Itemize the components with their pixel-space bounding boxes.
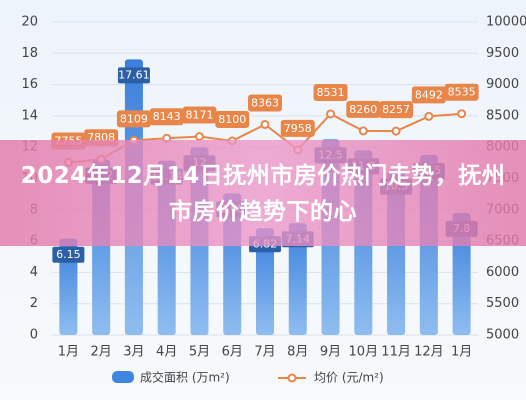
line-point [457, 109, 467, 119]
point-label-bg [444, 83, 479, 101]
point-label: 8531 [317, 86, 345, 99]
point-label-bg [149, 108, 184, 126]
y2-tick-label: 6000 [486, 265, 519, 280]
x-tick-label: 11月 [381, 345, 411, 360]
point-label-bg [313, 83, 348, 101]
point-label-bg [346, 100, 381, 118]
point-label-bg [379, 101, 414, 119]
y-tick-label: 4 [30, 265, 38, 280]
legend-label: 均价 (元/m²) [314, 371, 384, 385]
y2-tick-label: 8500 [486, 108, 519, 123]
x-tick-label: 12月 [414, 345, 444, 360]
line-point [358, 126, 368, 136]
y-tick-label: 16 [21, 77, 38, 92]
x-tick-label: 2月 [91, 345, 112, 360]
legend-label: 成交面积 (万m²) [140, 370, 230, 385]
point-label: 8100 [218, 113, 246, 126]
legend-swatch [287, 373, 297, 383]
x-tick-label: 3月 [123, 345, 144, 360]
x-tick-label: 5月 [189, 345, 210, 360]
y-tick-label: 18 [21, 46, 38, 61]
x-tick-label: 1月 [58, 345, 79, 360]
x-tick-label: 6月 [222, 345, 243, 360]
bar-label: 17.61 [118, 68, 150, 81]
y2-tick-label: 9000 [486, 77, 519, 92]
y2-tick-label: 10000 [486, 15, 526, 30]
line-point [194, 131, 204, 141]
point-label-bg [116, 110, 151, 128]
line-point [260, 119, 270, 129]
x-tick-label: 1月 [451, 345, 472, 360]
y-tick-label: 0 [30, 328, 38, 343]
point-label: 8535 [448, 86, 476, 99]
x-tick-label: 9月 [320, 345, 341, 360]
point-label-bg [280, 119, 315, 137]
point-label-bg [411, 86, 446, 104]
legend-swatch [112, 371, 134, 383]
point-label: 8363 [251, 96, 279, 109]
line-point [326, 109, 336, 119]
banner-title: 2024年12月14日抚州市房价热门走势，抚州市房价趋势下的心 [0, 140, 526, 246]
bar [288, 223, 307, 335]
bar-label-bg [52, 246, 85, 263]
point-label-bg [248, 94, 282, 112]
bar-label: 6.15 [56, 248, 81, 261]
bar-label-bg [117, 67, 150, 84]
y-tick-label: 20 [21, 15, 38, 30]
bar [255, 228, 275, 335]
point-label: 8109 [120, 112, 148, 125]
point-label: 7958 [284, 122, 312, 135]
point-label: 8492 [415, 88, 443, 101]
point-label-bg [215, 110, 250, 128]
x-tick-label: 4月 [156, 345, 177, 360]
point-label: 8143 [153, 110, 181, 123]
y-tick-label: 2 [30, 296, 38, 311]
line-point [424, 111, 434, 121]
y2-tick-label: 5500 [486, 296, 519, 311]
bar [59, 238, 78, 335]
x-tick-label: 8月 [287, 345, 308, 360]
point-label-bg [182, 106, 217, 124]
y2-tick-label: 9500 [486, 46, 519, 61]
y-tick-label: 14 [21, 108, 38, 123]
point-label: 8257 [382, 103, 410, 116]
point-label: 8171 [185, 108, 213, 121]
x-tick-label: 7月 [254, 345, 275, 360]
y2-tick-label: 5000 [486, 328, 519, 343]
x-tick-label: 10月 [349, 345, 379, 360]
line-point [391, 126, 401, 136]
point-label: 8260 [349, 103, 377, 116]
